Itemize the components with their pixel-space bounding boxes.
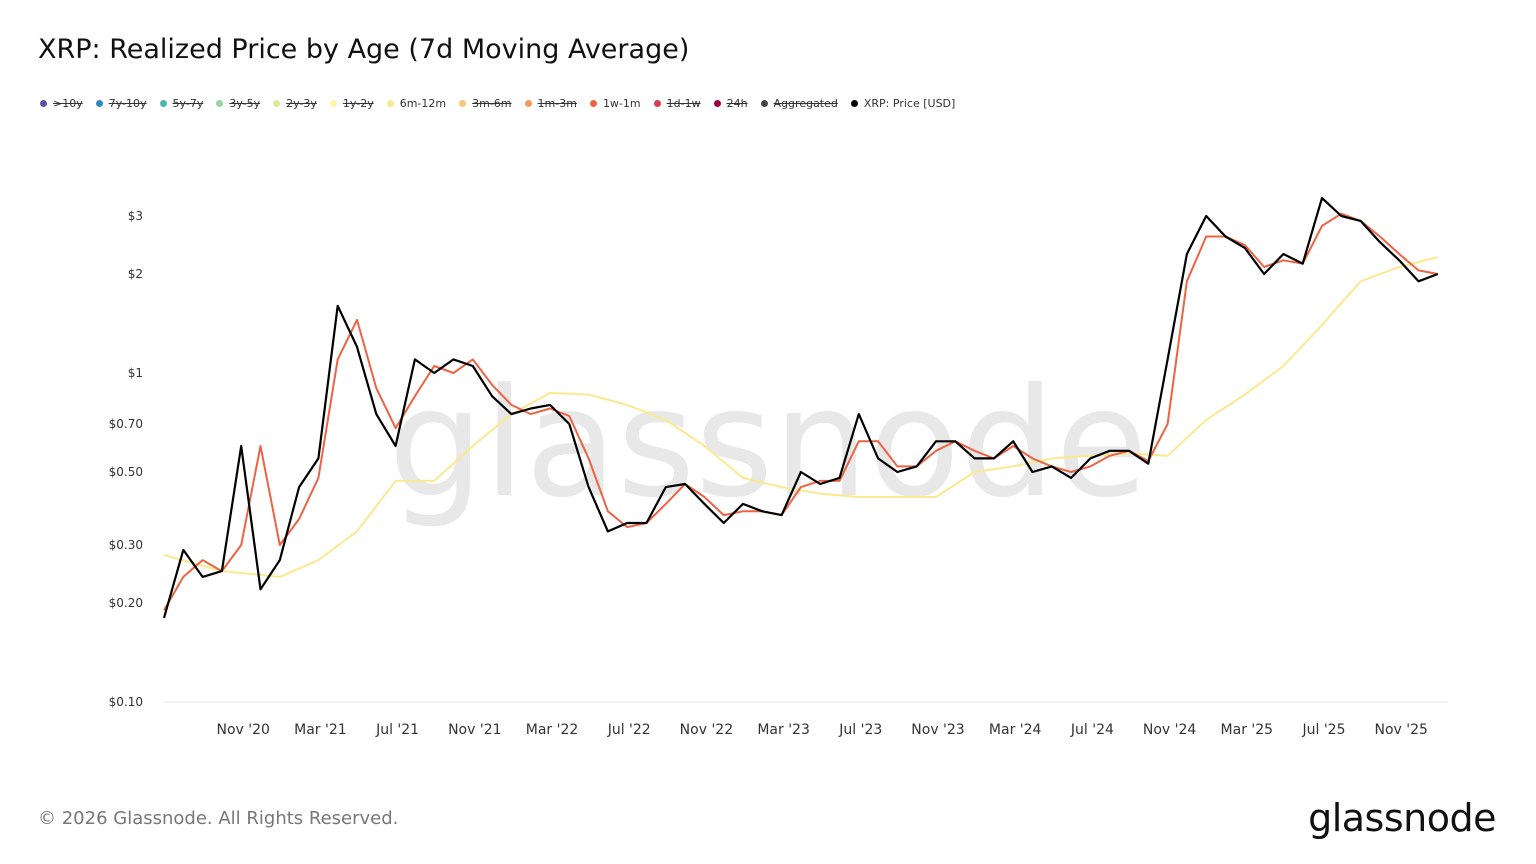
legend-item[interactable]: 1d-1w	[653, 97, 701, 110]
y-tick-label: $1	[128, 366, 143, 380]
series-line-xrp-price-usd-	[162, 197, 1439, 619]
glassnode-logo[interactable]: glassnode	[1308, 796, 1496, 840]
legend-item[interactable]: 24h	[713, 97, 748, 110]
x-tick-label: Mar '21	[294, 722, 347, 738]
legend-dot-icon	[589, 100, 597, 107]
legend-label: Aggregated	[773, 97, 838, 110]
legend-item[interactable]: 1w-1m	[589, 97, 641, 110]
legend-label: 3m-6m	[472, 97, 512, 110]
legend-dot-icon	[713, 100, 721, 107]
legend-dot-icon	[40, 100, 47, 107]
x-tick-label: Jul '24	[1070, 722, 1114, 738]
legend-dot-icon	[524, 100, 532, 107]
x-tick-label: Mar '24	[989, 722, 1042, 738]
legend-dot-icon	[273, 100, 281, 107]
x-tick-label: Nov '23	[911, 722, 964, 738]
legend-label: XRP: Price [USD]	[863, 97, 956, 110]
y-tick-label: $0.10	[109, 695, 143, 709]
x-tick-label: Nov '21	[448, 722, 501, 738]
x-tick-label: Nov '24	[1143, 722, 1197, 738]
x-tick-label: Mar '22	[526, 722, 579, 738]
legend-item[interactable]: 7y-10y	[95, 97, 147, 110]
legend-label: >10y	[53, 97, 83, 110]
x-tick-label: Mar '23	[757, 722, 810, 738]
legend-label: 1d-1w	[666, 97, 701, 110]
x-tick-label: Nov '20	[216, 722, 269, 738]
legend-item[interactable]: >10y	[40, 97, 83, 110]
legend-item[interactable]: 2y-3y	[273, 97, 317, 110]
y-tick-label: $3	[128, 209, 143, 223]
legend-label: 6m-12m	[399, 97, 447, 110]
y-tick-label: $0.30	[109, 538, 143, 552]
legend-dot-icon	[386, 100, 394, 107]
y-tick-label: $0.50	[109, 465, 143, 479]
legend: >10y 7y-10y 5y-7y 3y-5y 2y-3y 1y-2y 6m-12m 3m-6…	[40, 97, 968, 110]
watermark: glassnode	[388, 357, 1147, 531]
legend-label: 5y-7y	[172, 97, 204, 110]
legend-label: 2y-3y	[286, 97, 317, 110]
legend-item[interactable]: 3y-5y	[216, 97, 260, 110]
legend-label: 1w-1m	[602, 97, 641, 110]
x-tick-label: Nov '25	[1374, 722, 1427, 738]
x-tick-label: Jul '22	[607, 722, 651, 738]
legend-item[interactable]: 1y-2y	[329, 97, 374, 110]
legend-label: 3y-5y	[229, 97, 261, 110]
x-tick-label: Mar '25	[1221, 722, 1274, 738]
y-tick-label: $0.20	[109, 596, 143, 610]
legend-label: 1m-3m	[537, 97, 577, 110]
legend-dot-icon	[850, 100, 858, 107]
legend-dot-icon	[95, 100, 103, 107]
x-tick-label: Jul '23	[838, 722, 882, 738]
legend-dot-icon	[653, 100, 661, 107]
legend-label: 24h	[726, 97, 748, 110]
legend-label: 1y-2y	[342, 97, 374, 110]
legend-dot-icon	[459, 100, 467, 107]
legend-item[interactable]: 5y-7y	[159, 97, 204, 110]
y-tick-label: $0.70	[109, 417, 143, 431]
x-tick-label: Jul '25	[1301, 722, 1345, 738]
x-tick-label: Jul '21	[375, 722, 419, 738]
legend-item[interactable]: Aggregated	[760, 97, 838, 110]
series-line-6m-12m	[163, 256, 1439, 578]
copyright: © 2026 Glassnode. All Rights Reserved.	[38, 808, 399, 829]
legend-label: 7y-10y	[108, 97, 147, 110]
chart-title: XRP: Realized Price by Age (7d Moving Av…	[38, 34, 690, 65]
legend-item[interactable]: 1m-3m	[524, 97, 577, 110]
legend-dot-icon	[159, 100, 167, 107]
x-tick-label: Nov '22	[680, 722, 733, 738]
legend-item[interactable]: 6m-12m	[386, 97, 447, 110]
legend-dot-icon	[216, 100, 224, 107]
legend-dot-icon	[760, 100, 768, 107]
legend-item[interactable]: XRP: Price [USD]	[850, 97, 956, 110]
legend-dot-icon	[329, 100, 337, 107]
legend-item[interactable]: 3m-6m	[459, 97, 512, 110]
y-tick-label: $2	[128, 267, 143, 281]
